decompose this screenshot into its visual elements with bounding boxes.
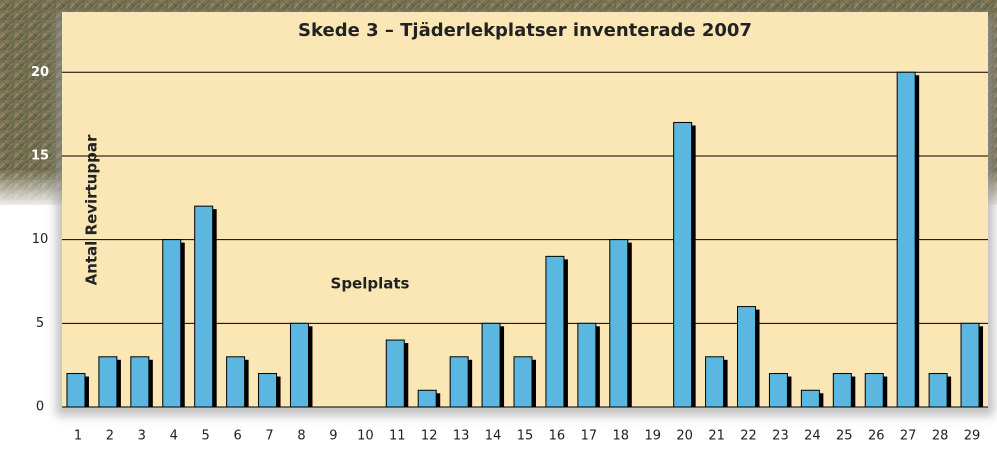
y-tick-label: 20 xyxy=(31,65,49,80)
y-tick-label: 0 xyxy=(36,400,44,415)
x-tick-label: 15 xyxy=(517,429,534,444)
bar xyxy=(226,356,246,408)
bar xyxy=(832,373,852,408)
y-tick-label: 15 xyxy=(31,148,49,163)
x-tick-label: 28 xyxy=(932,429,949,444)
bar xyxy=(289,322,309,408)
bar xyxy=(449,356,469,408)
x-tick-label: 24 xyxy=(804,429,821,444)
x-tick-label: 8 xyxy=(297,429,305,444)
x-tick-label: 19 xyxy=(644,429,661,444)
bar xyxy=(705,356,725,408)
x-tick-label: 11 xyxy=(389,429,406,444)
y-axis-label: Antal Revirtuppar xyxy=(83,134,101,285)
y-tick-label: 10 xyxy=(32,232,49,247)
x-tick-label: 4 xyxy=(170,429,178,444)
x-tick-label: 14 xyxy=(485,429,502,444)
x-tick-label: 7 xyxy=(265,429,273,444)
bar xyxy=(928,373,948,408)
x-tick-label: 13 xyxy=(453,429,470,444)
bar xyxy=(162,239,182,408)
chart-title: Skede 3 – Tjäderlekplatser inventerade 2… xyxy=(298,20,752,41)
bar xyxy=(864,373,884,408)
bar xyxy=(768,373,788,408)
x-tick-label: 21 xyxy=(708,429,725,444)
y-tick-label: 5 xyxy=(36,316,44,331)
bar xyxy=(800,389,820,408)
x-tick-label: 17 xyxy=(581,429,598,444)
x-tick-label: 12 xyxy=(421,429,438,444)
x-tick-label: 25 xyxy=(836,429,853,444)
bar xyxy=(417,389,437,408)
x-tick-label: 16 xyxy=(549,429,566,444)
x-tick-label: 5 xyxy=(202,429,210,444)
x-tick-label: 1 xyxy=(74,429,82,444)
bar xyxy=(98,356,118,408)
x-tick-label: 10 xyxy=(357,429,374,444)
x-tick-label: 26 xyxy=(868,429,885,444)
bar xyxy=(737,306,757,408)
bar xyxy=(545,255,565,408)
bar xyxy=(130,356,150,408)
x-tick-label: 9 xyxy=(329,429,337,444)
bar xyxy=(481,322,501,408)
bar xyxy=(513,356,533,408)
x-axis-label: Spelplats xyxy=(331,275,410,293)
bar xyxy=(673,121,693,408)
x-tick-label: 22 xyxy=(740,429,757,444)
bar xyxy=(66,373,86,408)
bar xyxy=(609,239,629,408)
bar xyxy=(258,373,278,408)
bar xyxy=(385,339,405,408)
x-tick-label: 23 xyxy=(772,429,789,444)
x-tick-label: 18 xyxy=(613,429,630,444)
x-tick-label: 6 xyxy=(233,429,241,444)
bar xyxy=(577,322,597,408)
x-tick-label: 20 xyxy=(676,429,693,444)
bar xyxy=(896,71,916,408)
x-tick-label: 29 xyxy=(964,429,981,444)
bar xyxy=(194,205,214,408)
x-tick-label: 27 xyxy=(900,429,917,444)
bar xyxy=(960,322,980,408)
x-tick-label: 2 xyxy=(106,429,114,444)
x-tick-label: 3 xyxy=(138,429,146,444)
